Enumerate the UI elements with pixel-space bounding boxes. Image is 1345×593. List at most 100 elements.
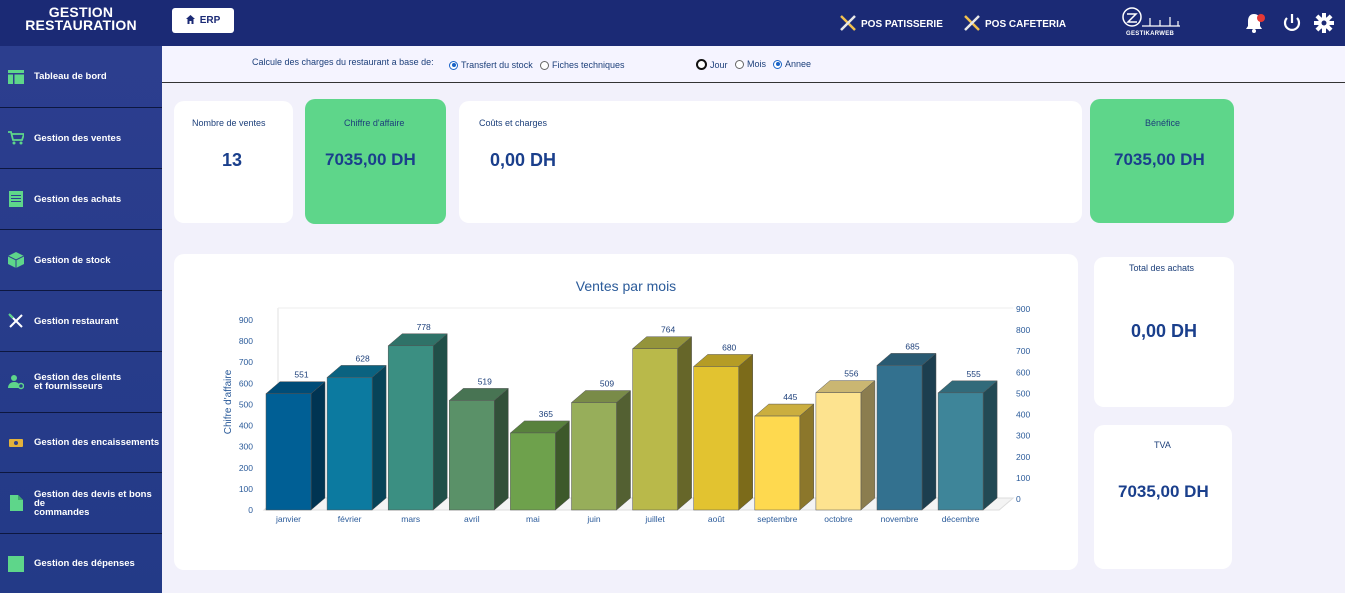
app-brand: GESTION RESTAURATION: [0, 0, 162, 46]
radio-annee[interactable]: Annee: [773, 59, 811, 69]
sidebar-item-achats[interactable]: Gestion des achats: [0, 169, 162, 230]
x-tick-label: novembre: [881, 514, 919, 524]
app-title-line2: RESTAURATION: [25, 17, 137, 33]
card-title: Coûts et charges: [479, 118, 548, 128]
sales-bar-chart: Ventes par mois Chifre d'affaire 0 0 100 10…: [223, 278, 1030, 524]
bar-side: [677, 336, 692, 511]
bar-side: [432, 333, 448, 511]
sidebar-item-label: et fournisseurs: [34, 381, 103, 392]
y-tick-label: 200: [239, 463, 253, 473]
bar-side: [494, 387, 509, 511]
sidebar-item-label: Gestion de stock: [34, 254, 111, 266]
bar: [510, 432, 556, 511]
y-tick-label: 0: [248, 505, 253, 515]
chart-title: Ventes par mois: [576, 278, 676, 294]
home-icon: [185, 14, 195, 27]
bar-value-label: 556: [844, 369, 858, 379]
radio-transfert-stock[interactable]: Transfert du stock: [449, 60, 533, 70]
bell-icon[interactable]: [1244, 12, 1266, 34]
bar: [387, 345, 434, 511]
x-tick-label: août: [708, 514, 725, 524]
card-value: 7035,00 DH: [1114, 150, 1205, 169]
sidebar-item-dashboard[interactable]: Tableau de bord: [0, 46, 162, 108]
sidebar-item-clients[interactable]: Gestion des clients et fournisseurs: [0, 352, 162, 413]
document-icon: [8, 191, 24, 207]
radio-label: Mois: [747, 59, 767, 69]
bar-value-label: 365: [539, 409, 553, 419]
x-tick-label: octobre: [824, 514, 853, 524]
pos-cafeteria-button[interactable]: POS CAFETERIA: [963, 14, 1066, 34]
x-tick-label: février: [338, 514, 362, 524]
card-couts-charges: Coûts et charges 0,00 DH: [459, 101, 1082, 223]
filter-bar: Calcule des charges du restaurant a base…: [162, 46, 1345, 83]
file-icon: [8, 495, 24, 511]
pos-patisserie-button[interactable]: POS PATISSERIE: [839, 14, 943, 34]
square-icon: [8, 555, 24, 572]
utensils-icon: [839, 14, 857, 35]
bar: [876, 365, 923, 511]
radio-mois[interactable]: Mois: [735, 59, 766, 69]
app-title-line1: GESTION: [48, 4, 114, 20]
sidebar-item-stock[interactable]: Gestion de stock: [0, 230, 162, 291]
bar: [632, 348, 678, 511]
y2-tick-label: 400: [1016, 410, 1030, 420]
y-tick-label: 900: [239, 315, 253, 325]
utensils-icon: [8, 313, 24, 329]
bar-value-label: 551: [294, 370, 308, 380]
sidebar-item-label: Gestion restaurant: [34, 315, 119, 327]
radio-jour[interactable]: Jour: [696, 59, 728, 70]
card-title: Bénéfice: [1145, 118, 1181, 128]
bar-side: [371, 364, 387, 511]
bar-value-label: 685: [905, 341, 919, 351]
sidebar-item-depenses[interactable]: Gestion des dépenses: [0, 534, 162, 593]
box-icon: [8, 252, 24, 268]
y2-tick-label: 100: [1016, 473, 1030, 483]
y-tick-label: 400: [239, 421, 253, 431]
sidebar-item-ventes[interactable]: Gestion des ventes: [0, 108, 162, 169]
bar: [449, 400, 495, 511]
sidebar-item-restaurant[interactable]: Gestion restaurant: [0, 291, 162, 352]
logo-text: GESTIKARWEB: [1126, 31, 1175, 37]
bar-value-label: 445: [783, 392, 797, 402]
radio-label: Annee: [785, 59, 812, 69]
y-tick-label: 600: [239, 378, 253, 388]
card-title: Nombre de ventes: [192, 118, 266, 128]
cart-icon: [8, 130, 24, 146]
x-tick-label: juin: [586, 514, 601, 524]
card-value: 0,00 DH: [1131, 321, 1198, 341]
bar: [815, 392, 862, 511]
y2-tick-label: 900: [1016, 304, 1030, 314]
sidebar-item-label: Gestion des ventes: [34, 132, 122, 144]
bar: [693, 366, 739, 511]
card-title: Total des achats: [1129, 263, 1195, 273]
bar-value-label: 680: [722, 342, 736, 352]
sidebar-item-label: commandes: [34, 506, 90, 518]
bar: [265, 393, 312, 511]
y-tick-label: 300: [239, 442, 253, 452]
sidebar-item-encaissements[interactable]: Gestion des encaissements: [0, 413, 162, 473]
bar: [571, 402, 617, 511]
bar-side: [310, 381, 326, 511]
sidebar-item-devis[interactable]: Gestion des devis et bons de commandes: [0, 473, 162, 534]
card-benefice: Bénéfice 7035,00 DH: [1090, 99, 1234, 223]
erp-button[interactable]: ERP: [172, 8, 234, 33]
y-tick-label: 100: [239, 484, 253, 494]
bar-side: [982, 380, 998, 511]
card-value: 0,00 DH: [490, 150, 557, 170]
sales-chart-card: Ventes par mois Chifre d'affaire 0 0 100 10…: [174, 254, 1078, 570]
gear-icon[interactable]: [1313, 12, 1335, 34]
y-tick-label: 800: [239, 336, 253, 346]
money-icon: [8, 435, 24, 451]
power-icon[interactable]: [1281, 12, 1303, 34]
sidebar-item-label: Tableau de bord: [34, 71, 107, 82]
sidebar-item-label: Gestion des devis et bons de: [34, 488, 152, 509]
bar: [754, 415, 801, 511]
x-tick-label: décembre: [942, 514, 980, 524]
bar-value-label: 519: [478, 376, 492, 386]
card-title: TVA: [1154, 440, 1171, 450]
radio-dot: [696, 59, 707, 70]
bar-value-label: 509: [600, 379, 614, 389]
bar-side: [921, 352, 937, 511]
radio-fiches-techniques[interactable]: Fiches techniques: [540, 60, 625, 70]
x-tick-label: mars: [401, 514, 420, 524]
